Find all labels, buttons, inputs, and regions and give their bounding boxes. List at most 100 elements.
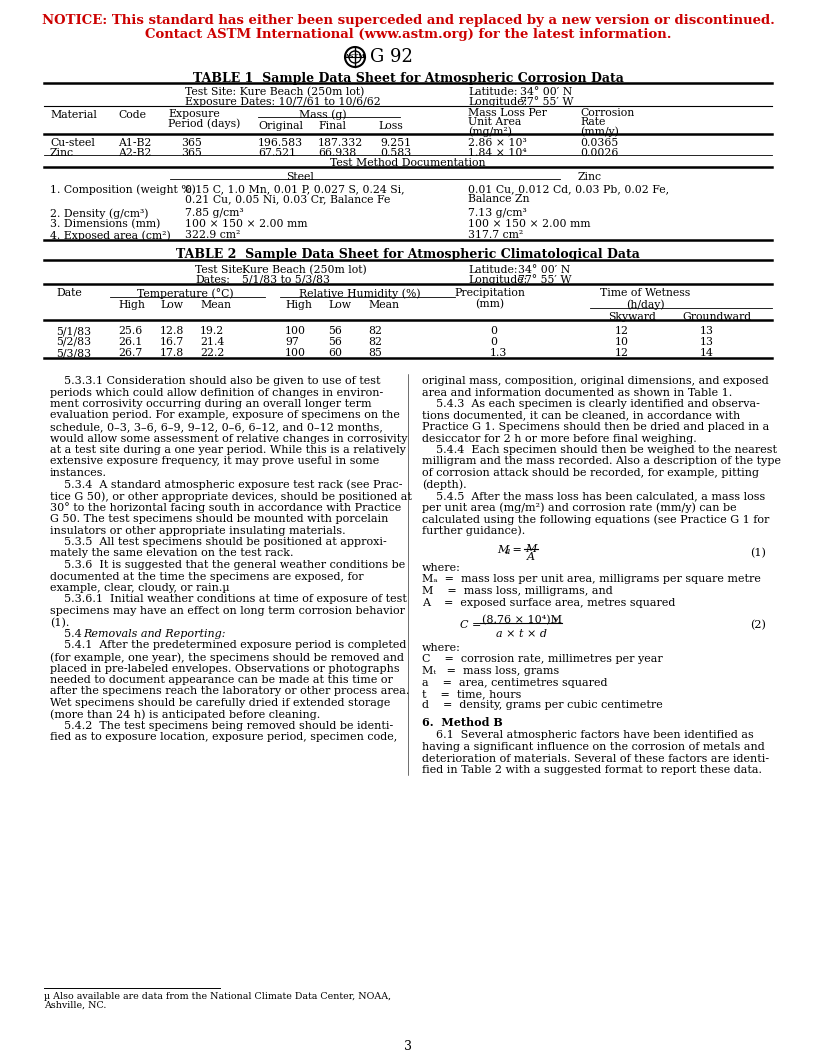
Text: desiccator for 2 h or more before final weighing.: desiccator for 2 h or more before final … — [422, 434, 697, 444]
Text: 5.3.5  All test specimens should be positioned at approxi-: 5.3.5 All test specimens should be posit… — [50, 538, 387, 547]
Text: Zinc: Zinc — [50, 148, 74, 158]
Text: Practice G 1. Specimens should then be dried and placed in a: Practice G 1. Specimens should then be d… — [422, 422, 769, 432]
Text: milligram and the mass recorded. Also a description of the type: milligram and the mass recorded. Also a … — [422, 456, 781, 467]
Text: after the specimens reach the laboratory or other process area.: after the specimens reach the laboratory… — [50, 686, 410, 697]
Text: Wet specimens should be carefully dried if extended storage: Wet specimens should be carefully dried … — [50, 698, 390, 708]
Text: 0.0365: 0.0365 — [580, 138, 619, 148]
Text: (for example, one year), the specimens should be removed and: (for example, one year), the specimens s… — [50, 652, 404, 662]
Text: 317.7 cm²: 317.7 cm² — [468, 230, 523, 240]
Text: 5.4: 5.4 — [50, 629, 89, 639]
Text: 5.4.4  Each specimen should then be weighed to the nearest: 5.4.4 Each specimen should then be weigh… — [422, 445, 777, 455]
Text: 25.6: 25.6 — [118, 326, 142, 336]
Text: placed in pre-labeled envelopes. Observations or photographs: placed in pre-labeled envelopes. Observa… — [50, 663, 400, 674]
Text: G 92: G 92 — [370, 48, 413, 65]
Text: 4. Exposed area (cm²): 4. Exposed area (cm²) — [50, 230, 171, 241]
Text: 13: 13 — [700, 326, 714, 336]
Text: 0: 0 — [490, 326, 497, 336]
Text: Low: Low — [160, 300, 183, 310]
Text: ASTM: ASTM — [344, 55, 366, 59]
Text: 100 × 150 × 2.00 mm: 100 × 150 × 2.00 mm — [468, 219, 591, 229]
Text: 19.2: 19.2 — [200, 326, 224, 336]
Text: (1).: (1). — [50, 618, 69, 628]
Text: 0.583: 0.583 — [380, 148, 411, 158]
Text: (depth).: (depth). — [422, 479, 467, 490]
Text: 0: 0 — [490, 337, 497, 347]
Text: 60: 60 — [328, 348, 342, 358]
Text: 100 × 150 × 2.00 mm: 100 × 150 × 2.00 mm — [185, 219, 308, 229]
Text: 1.84 × 10⁴: 1.84 × 10⁴ — [468, 148, 526, 158]
Text: 22.2: 22.2 — [200, 348, 224, 358]
Text: ment corrosivity occurring during an overall longer term: ment corrosivity occurring during an ove… — [50, 399, 371, 409]
Text: 12: 12 — [615, 326, 629, 336]
Text: A2-B2: A2-B2 — [118, 148, 152, 158]
Text: Removals and Reporting:: Removals and Reporting: — [83, 629, 225, 639]
Text: Precipitation: Precipitation — [455, 288, 526, 298]
Text: 5/3/83: 5/3/83 — [56, 348, 91, 358]
Text: Period (days): Period (days) — [168, 118, 241, 129]
Text: 14: 14 — [700, 348, 714, 358]
Text: A    =  exposed surface area, metres squared: A = exposed surface area, metres squared — [422, 598, 676, 607]
Text: example, clear, cloudy, or rain.µ: example, clear, cloudy, or rain.µ — [50, 583, 229, 593]
Text: Mean: Mean — [200, 300, 231, 310]
Text: 5.3.6  It is suggested that the general weather conditions be: 5.3.6 It is suggested that the general w… — [50, 560, 406, 570]
Text: calculated using the following equations (see Practice G 1 for: calculated using the following equations… — [422, 514, 769, 525]
Text: 100: 100 — [285, 348, 306, 358]
Text: µ Also available are data from the National Climate Data Center, NOAA,: µ Also available are data from the Natio… — [44, 992, 391, 1001]
Text: 26.7: 26.7 — [118, 348, 142, 358]
Text: Date: Date — [56, 288, 82, 298]
Text: 1.3: 1.3 — [490, 348, 508, 358]
Text: (mm): (mm) — [476, 299, 504, 309]
Text: TABLE 2  Sample Data Sheet for Atmospheric Climatological Data: TABLE 2 Sample Data Sheet for Atmospheri… — [176, 248, 640, 261]
Text: 12: 12 — [615, 348, 629, 358]
Text: Code: Code — [118, 110, 146, 120]
Text: 5.3.4  A standard atmospheric exposure test rack (see Prac-: 5.3.4 A standard atmospheric exposure te… — [50, 479, 402, 490]
Text: High: High — [285, 300, 312, 310]
Text: having a significant influence on the corrosion of metals and: having a significant influence on the co… — [422, 742, 765, 752]
Text: 66.938: 66.938 — [318, 148, 357, 158]
Text: Test Site:: Test Site: — [195, 265, 246, 275]
Text: 365: 365 — [182, 138, 202, 148]
Text: Time of Wetness: Time of Wetness — [600, 288, 690, 298]
Text: 7.13 g/cm³: 7.13 g/cm³ — [468, 208, 527, 218]
Text: Unit Area: Unit Area — [468, 117, 521, 127]
Text: Latitude:: Latitude: — [468, 265, 517, 275]
Text: a × t × d: a × t × d — [495, 629, 547, 639]
Text: 77° 55′ W: 77° 55′ W — [518, 275, 571, 285]
Text: at a test site during a one year period. While this is a relatively: at a test site during a one year period.… — [50, 445, 406, 455]
Text: 2. Density (g/cm³): 2. Density (g/cm³) — [50, 208, 149, 219]
Text: evaluation period. For example, exposure of specimens on the: evaluation period. For example, exposure… — [50, 411, 400, 420]
Text: 56: 56 — [328, 326, 342, 336]
Text: 3: 3 — [404, 1040, 412, 1053]
Text: periods which could allow definition of changes in environ-: periods which could allow definition of … — [50, 388, 384, 397]
Text: Test Method Documentation: Test Method Documentation — [330, 158, 486, 168]
Text: 5.4.1  After the predetermined exposure period is completed: 5.4.1 After the predetermined exposure p… — [50, 641, 406, 650]
Text: 196.583: 196.583 — [258, 138, 303, 148]
Text: 21.4: 21.4 — [200, 337, 224, 347]
Text: 6.  Method B: 6. Method B — [422, 717, 503, 728]
Text: 322.9 cm²: 322.9 cm² — [185, 230, 241, 240]
Text: 0.21 Cu, 0.05 Ni, 0.03 Cr, Balance Fe: 0.21 Cu, 0.05 Ni, 0.03 Cr, Balance Fe — [185, 194, 390, 204]
Text: Longitude:: Longitude: — [468, 275, 527, 285]
Text: Ashville, NC.: Ashville, NC. — [44, 1001, 106, 1010]
Text: needed to document appearance can be made at this time or: needed to document appearance can be mad… — [50, 675, 392, 685]
Text: 34° 00′ N: 34° 00′ N — [520, 87, 572, 97]
Text: (mm/y): (mm/y) — [580, 126, 619, 136]
Text: 16.7: 16.7 — [160, 337, 184, 347]
Text: 97: 97 — [285, 337, 299, 347]
Text: 3. Dimensions (mm): 3. Dimensions (mm) — [50, 219, 161, 229]
Text: tions documented, it can be cleaned, in accordance with: tions documented, it can be cleaned, in … — [422, 411, 740, 420]
Text: 5.4.2  The test specimens being removed should be identi-: 5.4.2 The test specimens being removed s… — [50, 721, 393, 731]
Text: M: M — [497, 545, 508, 555]
Text: original mass, composition, original dimensions, and exposed: original mass, composition, original dim… — [422, 376, 769, 386]
Text: 5.4.5  After the mass loss has been calculated, a mass loss: 5.4.5 After the mass loss has been calcu… — [422, 491, 765, 501]
Text: =: = — [509, 545, 522, 555]
Text: 1. Composition (weight %): 1. Composition (weight %) — [50, 184, 196, 194]
Text: 56: 56 — [328, 337, 342, 347]
Text: 5/1/83 to 5/3/83: 5/1/83 to 5/3/83 — [242, 275, 330, 285]
Text: 5/2/83: 5/2/83 — [56, 337, 91, 347]
Text: Original: Original — [258, 121, 303, 131]
Text: 5.3.3.1 Consideration should also be given to use of test: 5.3.3.1 Consideration should also be giv… — [50, 376, 380, 386]
Text: Temperature (°C): Temperature (°C) — [137, 288, 233, 299]
Text: G 50. The test specimens should be mounted with porcelain: G 50. The test specimens should be mount… — [50, 514, 388, 524]
Text: TABLE 1  Sample Data Sheet for Atmospheric Corrosion Data: TABLE 1 Sample Data Sheet for Atmospheri… — [193, 72, 623, 84]
